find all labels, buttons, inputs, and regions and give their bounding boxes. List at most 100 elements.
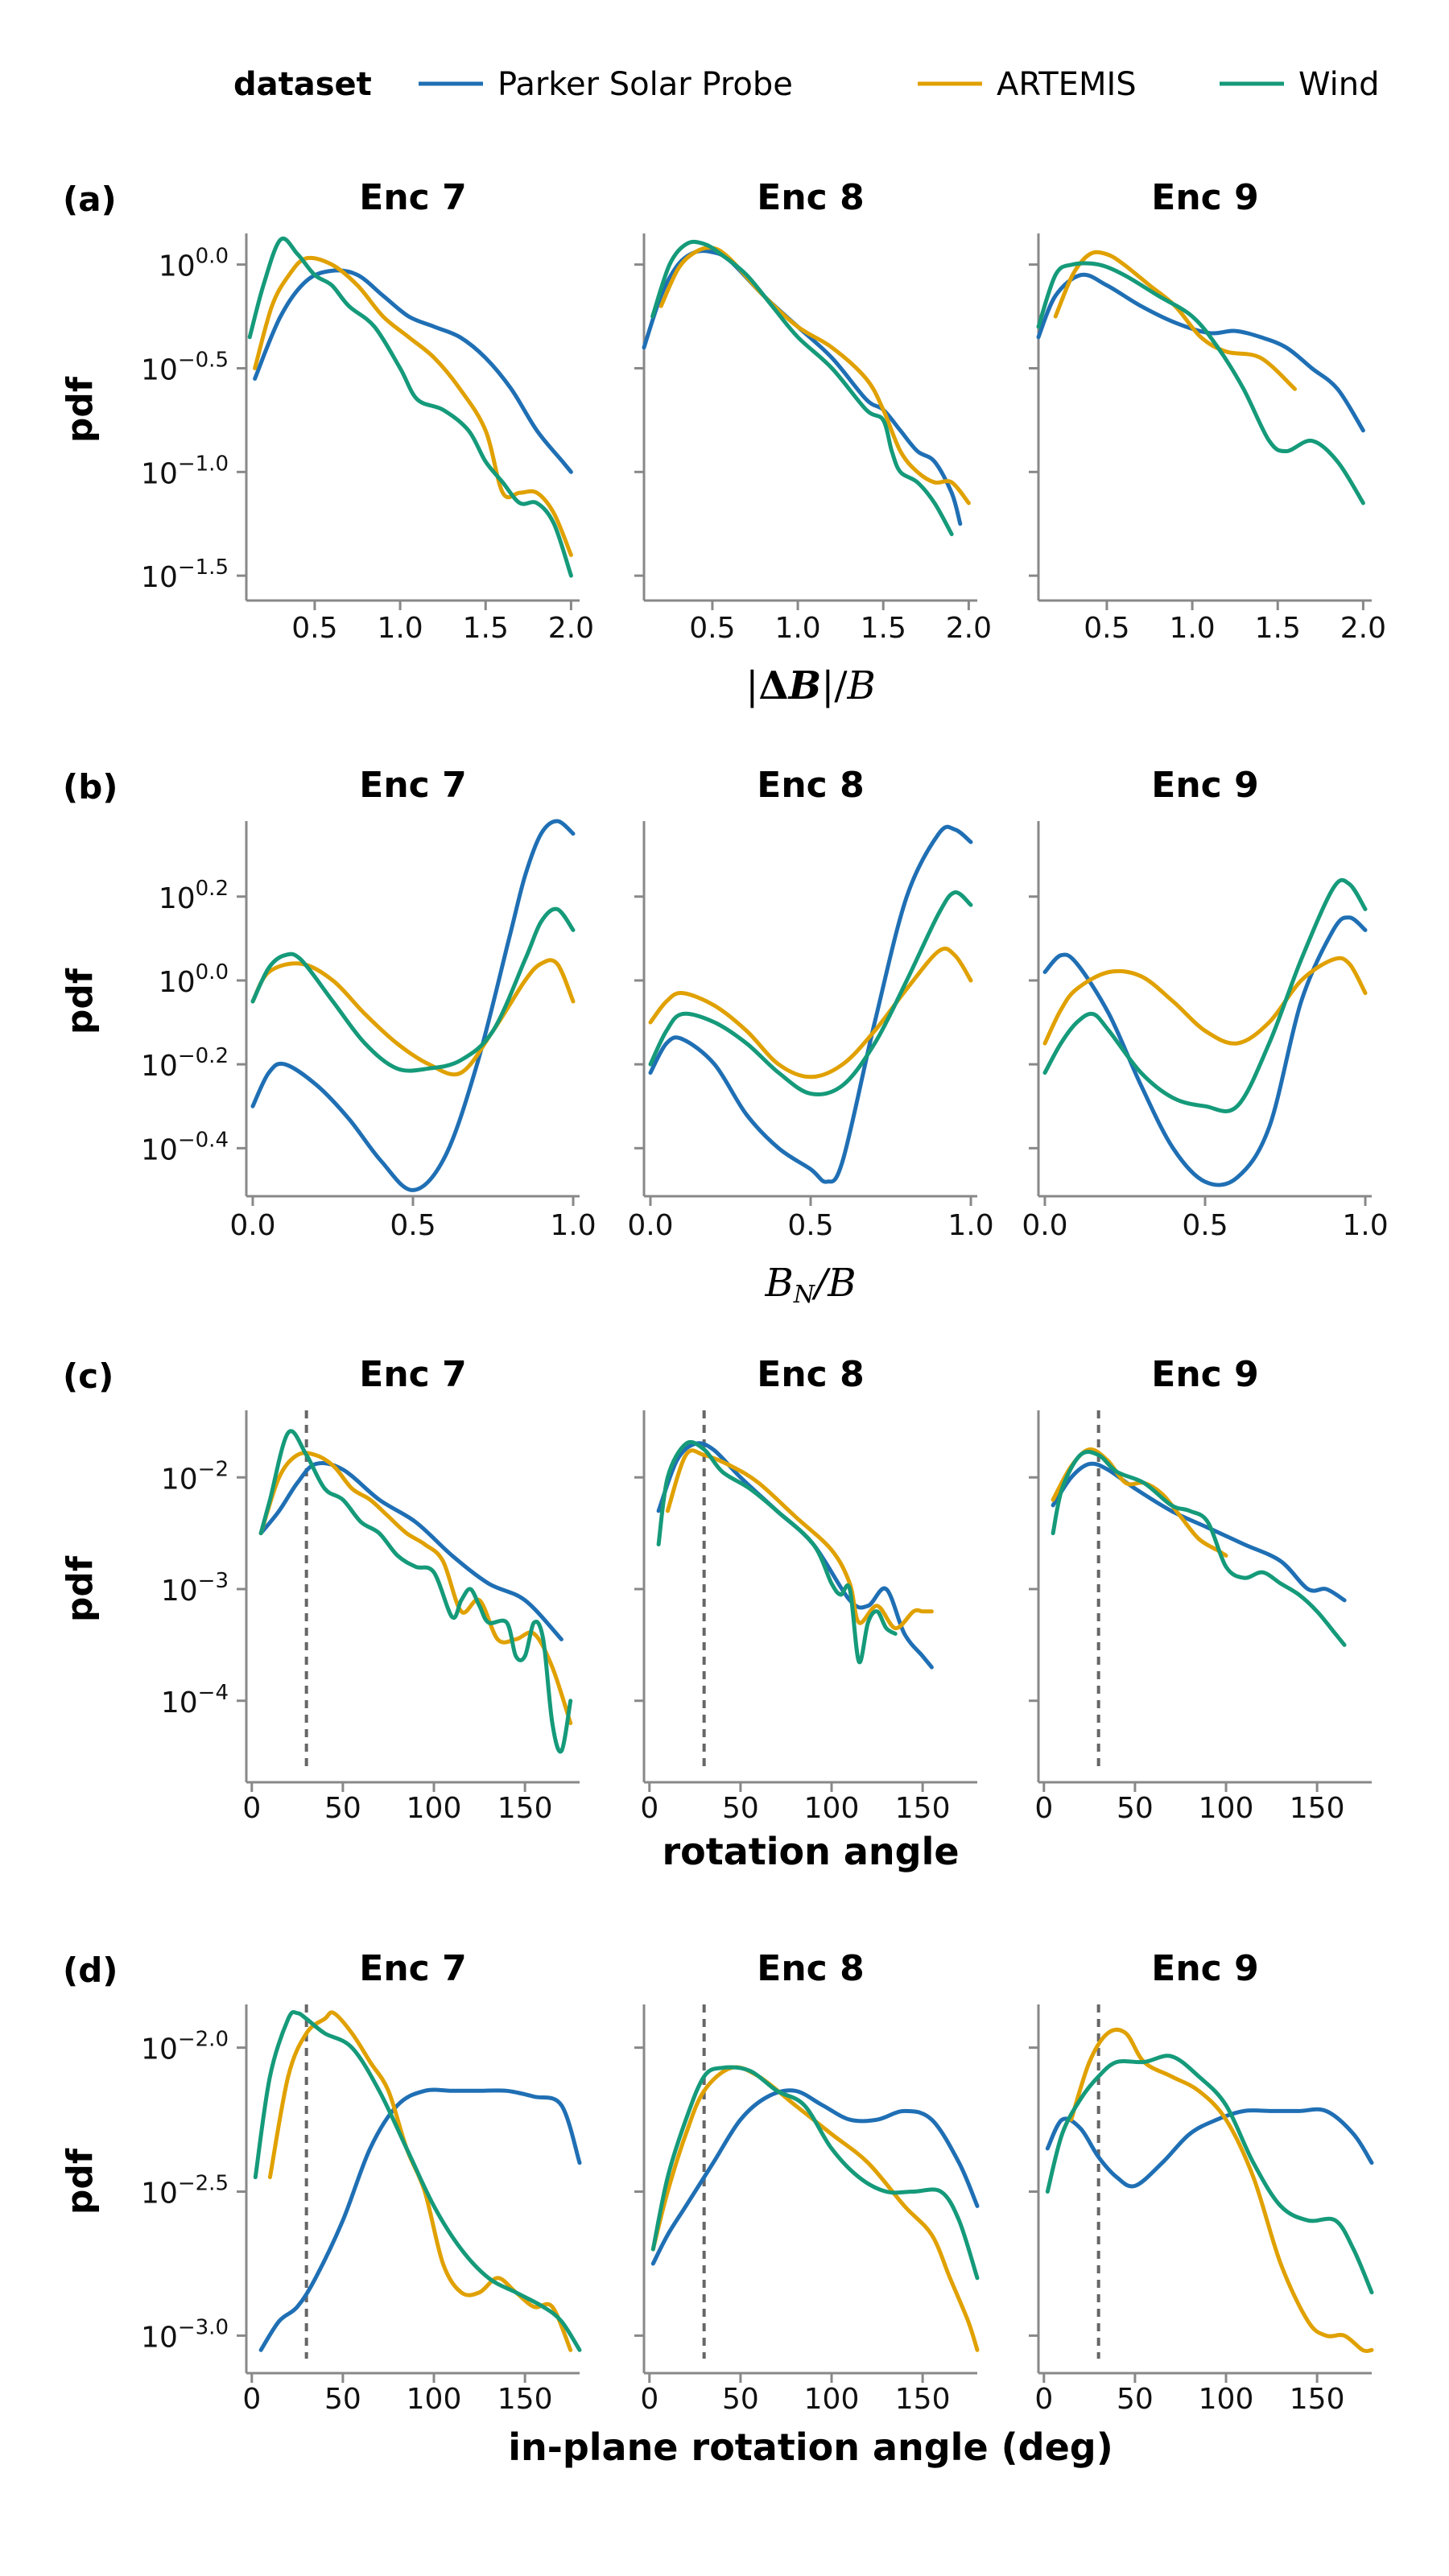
x-axis-label: rotation angle bbox=[662, 1830, 959, 1873]
y-tick-label: 100.2 bbox=[159, 877, 229, 915]
x-axis-label: in-plane rotation angle (deg) bbox=[508, 2425, 1113, 2469]
y-tick-label: 10−2.0 bbox=[141, 2028, 229, 2066]
series-line-wind bbox=[247, 236, 573, 578]
x-tick-label: 2.0 bbox=[946, 612, 992, 645]
y-axis-label: pdf bbox=[60, 968, 101, 1034]
series-line-artemis bbox=[1042, 956, 1368, 1046]
panel-0-2: Enc 9 0.5 1.0 1.5 2.0 bbox=[1029, 177, 1386, 645]
series-line-artemis bbox=[650, 2065, 980, 2352]
y-tick-label: 10−0.2 bbox=[141, 1044, 229, 1083]
series-line-artemis bbox=[253, 255, 573, 557]
x-tick-label: 1.0 bbox=[947, 1209, 993, 1242]
y-axis-label: pdf bbox=[60, 376, 101, 443]
series-line-wind bbox=[253, 2009, 582, 2352]
x-tick-label: 50 bbox=[1117, 2383, 1154, 2416]
panel-title: Enc 7 bbox=[359, 765, 466, 806]
panel-0-1: Enc 8 0.5 1.0 1.5 2.0 bbox=[634, 177, 992, 645]
x-tick-label: 0 bbox=[640, 1792, 658, 1825]
panel-1-2: Enc 9 0.0 0.5 1.0 bbox=[1022, 765, 1388, 1242]
x-tick-label: 50 bbox=[722, 1792, 759, 1825]
panel-1-1: Enc 8 0.0 0.5 1.0 bbox=[627, 765, 993, 1242]
x-tick-label: 150 bbox=[1290, 1792, 1345, 1825]
x-tick-label: 0.5 bbox=[787, 1209, 833, 1242]
series-line-artemis bbox=[648, 946, 973, 1080]
series-line-wind bbox=[1045, 2054, 1374, 2295]
series-line-psp bbox=[650, 2088, 980, 2266]
x-tick-label: 1.0 bbox=[1169, 612, 1215, 645]
series-line-psp bbox=[648, 824, 973, 1184]
x-tick-label: 0.5 bbox=[1084, 612, 1129, 645]
series-line-wind bbox=[656, 1439, 898, 1665]
x-tick-label: 50 bbox=[1117, 1792, 1154, 1825]
series-line-wind bbox=[1036, 261, 1365, 506]
panel-3-0: Enc 7 10−2.0 10−2.5 10−3.0 0 50 100 150 bbox=[141, 1948, 582, 2416]
x-tick-label: 1.0 bbox=[774, 612, 820, 645]
panel-title: Enc 7 bbox=[359, 177, 466, 218]
panel-0-0: Enc 7 100.0 10−0.5 10−1.0 10−1.5 0.5 1.0 1.5 2.0 bbox=[141, 177, 594, 645]
series-line-wind bbox=[1051, 1450, 1347, 1647]
series-line-wind bbox=[650, 239, 954, 537]
y-tick-label: 100.0 bbox=[159, 245, 229, 283]
plot-grid: (a) pdf |ΔB|/B Enc 7 100.0 10−0.5 10−1.0 10−1.5… bbox=[60, 177, 1389, 2469]
x-tick-label: 0 bbox=[1034, 1792, 1053, 1825]
row-3: (d) pdf in-plane rotation angle (deg) Enc 7… bbox=[60, 1948, 1374, 2469]
row-label: (d) bbox=[63, 1951, 118, 1990]
row-label: (c) bbox=[63, 1356, 114, 1396]
row-label: (b) bbox=[63, 767, 118, 807]
x-tick-label: 0 bbox=[242, 1792, 261, 1825]
x-tick-label: 100 bbox=[1199, 1792, 1254, 1825]
y-tick-label: 10−0.5 bbox=[141, 348, 229, 386]
y-tick-label: 10−2 bbox=[161, 1457, 229, 1496]
series-line-psp bbox=[250, 819, 576, 1192]
x-tick-label: 0 bbox=[242, 2383, 261, 2416]
row-label: (a) bbox=[63, 180, 117, 219]
series-line-artemis bbox=[1053, 250, 1297, 391]
series-line-wind bbox=[258, 1429, 573, 1754]
panel-title: Enc 9 bbox=[1151, 177, 1258, 218]
x-tick-label: 0.5 bbox=[1182, 1209, 1228, 1242]
y-tick-label: 10−3 bbox=[161, 1569, 229, 1608]
series-line-artemis bbox=[658, 246, 971, 506]
x-tick-label: 0 bbox=[640, 2383, 658, 2416]
panel-2-2: Enc 9 0 50 100 150 bbox=[1029, 1354, 1372, 1825]
x-tick-label: 0.0 bbox=[1022, 1209, 1067, 1242]
x-tick-label: 150 bbox=[497, 2383, 553, 2416]
series-line-psp bbox=[1045, 2107, 1374, 2189]
y-tick-label: 10−1.0 bbox=[141, 452, 229, 490]
panel-title: Enc 7 bbox=[359, 1354, 466, 1395]
panel-title: Enc 9 bbox=[1151, 1354, 1258, 1395]
x-tick-label: 100 bbox=[407, 1792, 462, 1825]
x-tick-label: 2.0 bbox=[1340, 612, 1386, 645]
x-tick-label: 0.5 bbox=[390, 1209, 436, 1242]
series-line-wind bbox=[648, 890, 973, 1097]
series-line-psp bbox=[253, 268, 573, 474]
panel-title: Enc 8 bbox=[757, 1948, 864, 1989]
series-line-artemis bbox=[250, 958, 576, 1077]
x-tick-label: 150 bbox=[895, 2383, 951, 2416]
x-tick-label: 150 bbox=[497, 1792, 553, 1825]
series-line-wind bbox=[1042, 877, 1368, 1113]
x-tick-label: 0.5 bbox=[689, 612, 735, 645]
legend-label-artemis: ARTEMIS bbox=[997, 66, 1137, 103]
series-line-psp bbox=[1036, 272, 1365, 433]
y-axis-label: pdf bbox=[60, 1555, 101, 1622]
legend: dataset Parker Solar Probe ARTEMIS Wind bbox=[233, 66, 1380, 103]
series-line-psp bbox=[258, 1460, 564, 1641]
y-tick-label: 10−4 bbox=[161, 1681, 229, 1719]
panel-title: Enc 7 bbox=[359, 1948, 466, 1989]
y-tick-label: 10−2.5 bbox=[141, 2172, 229, 2211]
panel-2-1: Enc 8 0 50 100 150 bbox=[634, 1354, 977, 1825]
panel-2-0: Enc 7 10−2 10−3 10−4 0 50 100 150 bbox=[161, 1354, 580, 1825]
x-tick-label: 50 bbox=[324, 2383, 361, 2416]
x-tick-label: 0 bbox=[1034, 2383, 1053, 2416]
row-1: (b) pdf BN/B Enc 7 100.2 100.0 10−0.2 10−0.4 0.0… bbox=[60, 765, 1389, 1309]
x-axis-label: BN/B bbox=[765, 1261, 857, 1309]
x-tick-label: 0.0 bbox=[627, 1209, 673, 1242]
series-line-artemis bbox=[1051, 1447, 1228, 1558]
y-axis-label: pdf bbox=[60, 2148, 101, 2215]
x-tick-label: 1.0 bbox=[1342, 1209, 1388, 1242]
x-tick-label: 100 bbox=[1199, 2383, 1254, 2416]
panel-3-2: Enc 9 0 50 100 150 bbox=[1029, 1948, 1374, 2416]
panel-title: Enc 9 bbox=[1151, 765, 1258, 806]
